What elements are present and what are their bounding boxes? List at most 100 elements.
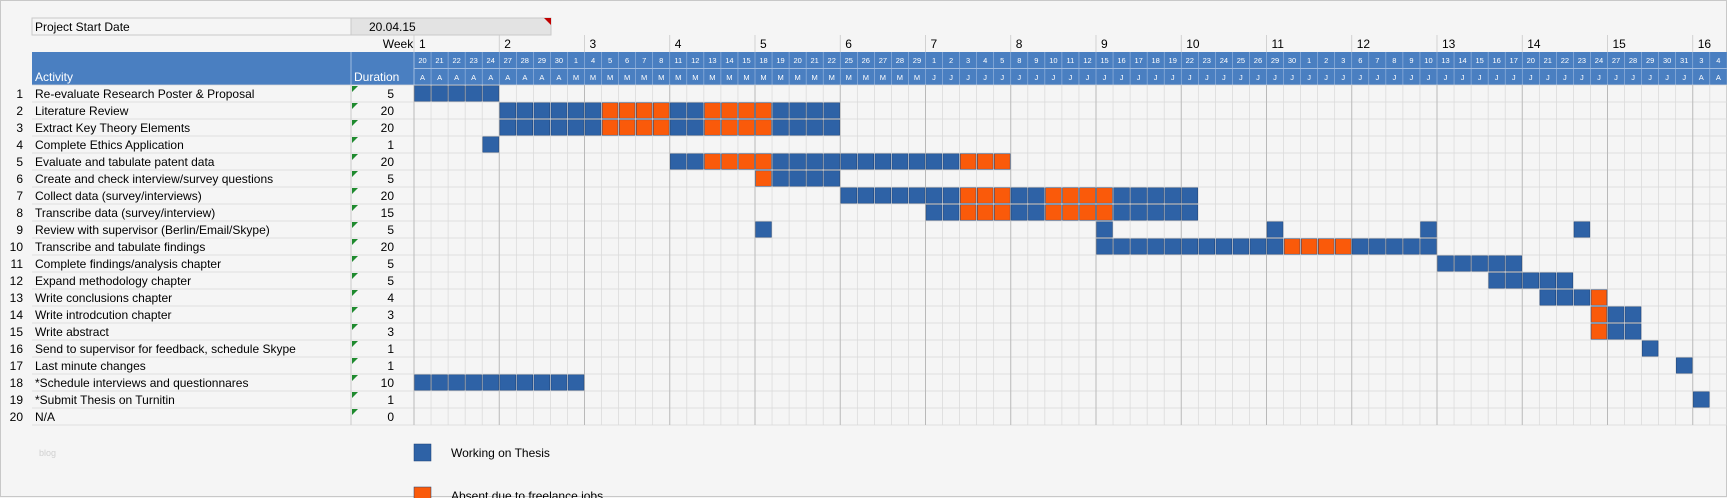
day-label: 27 (1612, 56, 1620, 65)
absent-cell (636, 102, 653, 119)
absent-cell (977, 187, 994, 204)
day-label: 6 (1358, 56, 1362, 65)
day-label: 19 (1169, 56, 1177, 65)
working-cell (1113, 238, 1130, 255)
week-number: 4 (675, 37, 682, 51)
working-cell (584, 119, 602, 136)
working-cell (891, 187, 909, 204)
working-cell (1386, 238, 1403, 255)
week-number: 7 (931, 37, 938, 51)
month-label: J (1546, 73, 1550, 82)
month-label: J (1614, 73, 1618, 82)
working-cell (942, 153, 960, 170)
task-name: Review with supervisor (Berlin/Email/Sky… (35, 223, 270, 237)
task-duration: 20 (381, 189, 395, 203)
task-name: Complete Ethics Application (35, 138, 184, 152)
row-number: 11 (11, 257, 24, 271)
formula-marker (352, 409, 358, 415)
formula-marker (352, 375, 358, 381)
day-label: 30 (1663, 56, 1671, 65)
working-cell (1181, 187, 1198, 204)
task-duration: 20 (381, 155, 395, 169)
day-label: 18 (1152, 56, 1160, 65)
week-number: 5 (760, 37, 767, 51)
day-label: 24 (487, 56, 495, 65)
working-cell (1113, 204, 1130, 221)
day-label: 16 (1493, 56, 1501, 65)
working-cell (789, 102, 806, 119)
working-cell (414, 374, 431, 391)
week-number: 1 (419, 37, 426, 51)
month-label: J (983, 73, 987, 82)
task-row: 8 Transcribe data (survey/interview) 15 (16, 204, 1198, 221)
working-cell (874, 153, 892, 170)
row-number: 14 (10, 308, 24, 322)
working-cell (516, 102, 534, 119)
month-label: J (1137, 73, 1141, 82)
day-label: 9 (1034, 56, 1038, 65)
day-label: 3 (966, 56, 970, 65)
month-label: J (1034, 73, 1038, 82)
week-number: 10 (1186, 37, 1200, 51)
day-label: 28 (521, 56, 529, 65)
day-label: 4 (1716, 56, 1720, 65)
absent-cell (704, 102, 721, 119)
working-cell (1693, 391, 1710, 408)
day-label: 5 (608, 56, 612, 65)
absent-cell (959, 187, 977, 204)
month-label: J (1665, 73, 1669, 82)
month-label: J (1563, 73, 1567, 82)
working-cell (533, 102, 551, 119)
working-cell (465, 374, 482, 391)
day-label: 1 (932, 56, 936, 65)
row-number: 2 (16, 104, 23, 118)
absent-cell (994, 153, 1011, 170)
day-label: 15 (1100, 56, 1108, 65)
month-label: M (641, 73, 647, 82)
absent-cell (1335, 238, 1352, 255)
working-cell (550, 102, 568, 119)
working-cell (431, 85, 448, 102)
working-cell (1471, 255, 1488, 272)
working-cell (772, 119, 789, 136)
day-label: 29 (913, 56, 921, 65)
task-duration: 0 (387, 410, 394, 424)
day-label: 1 (1307, 56, 1311, 65)
month-label: J (1495, 73, 1499, 82)
working-cell (1011, 187, 1028, 204)
day-label: 10 (1049, 56, 1057, 65)
working-cell (840, 187, 857, 204)
working-cell (448, 374, 465, 391)
day-label: 11 (1067, 56, 1075, 65)
legend-swatch (413, 443, 432, 462)
task-row: 3 Extract Key Theory Elements 20 (16, 119, 840, 136)
task-name: *Submit Thesis on Turnitin (35, 393, 175, 407)
day-label: 30 (1288, 56, 1296, 65)
working-cell (823, 119, 840, 136)
task-name: Transcribe and tabulate findings (35, 240, 205, 254)
working-cell (874, 187, 892, 204)
absent-cell (704, 119, 721, 136)
task-name: Last minute changes (35, 359, 146, 373)
row-number: 7 (16, 189, 23, 203)
day-label: 27 (504, 56, 512, 65)
day-label: 7 (1375, 56, 1379, 65)
working-cell (1181, 238, 1198, 255)
month-label: J (1631, 73, 1635, 82)
month-label: J (949, 73, 953, 82)
working-cell (1488, 255, 1505, 272)
task-name: Send to supervisor for feedback, schedul… (35, 342, 296, 356)
week-number: 11 (1272, 37, 1285, 51)
working-cell (1488, 272, 1505, 289)
task-name: Literature Review (35, 104, 129, 118)
task-duration: 10 (381, 376, 395, 390)
working-cell (1113, 187, 1130, 204)
absent-cell (755, 119, 772, 136)
task-duration: 3 (387, 308, 394, 322)
working-cell (533, 374, 551, 391)
absent-cell (721, 119, 738, 136)
working-cell (567, 374, 585, 391)
day-label: 14 (1458, 56, 1466, 65)
day-label: 2 (1324, 56, 1328, 65)
working-cell (908, 153, 926, 170)
